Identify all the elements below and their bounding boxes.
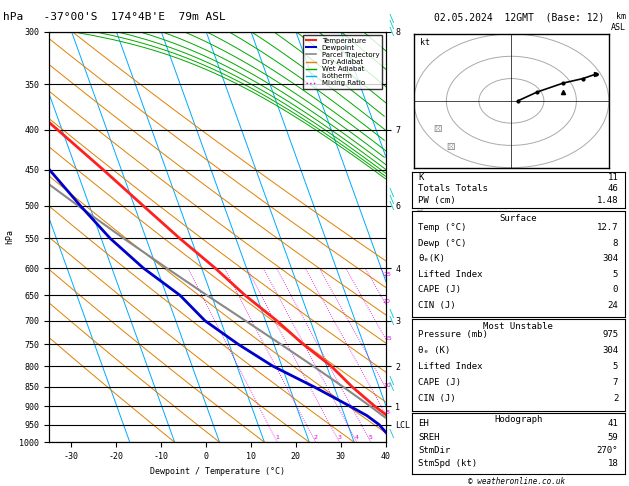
Text: θₑ(K): θₑ(K)	[418, 254, 445, 263]
Text: 1.48: 1.48	[597, 196, 618, 205]
Text: \: \	[389, 194, 395, 205]
Text: SREH: SREH	[418, 433, 440, 442]
Text: 2: 2	[314, 435, 318, 440]
Text: Most Unstable: Most Unstable	[483, 322, 554, 331]
Text: K: K	[418, 173, 424, 182]
Text: Surface: Surface	[499, 214, 537, 223]
Text: PW (cm): PW (cm)	[418, 196, 456, 205]
Text: Lifted Index: Lifted Index	[418, 362, 483, 371]
Text: \: \	[389, 429, 395, 439]
Text: \: \	[389, 201, 395, 211]
Text: 5: 5	[613, 270, 618, 278]
Text: CAPE (J): CAPE (J)	[418, 378, 462, 387]
Text: 0: 0	[613, 285, 618, 294]
Y-axis label: Mixing Ratio (g/kg): Mixing Ratio (g/kg)	[416, 190, 425, 284]
Text: \: \	[389, 14, 395, 24]
Text: 25: 25	[383, 272, 391, 278]
Text: 11: 11	[608, 173, 618, 182]
Text: ⚄: ⚄	[433, 124, 442, 134]
Text: 2: 2	[613, 394, 618, 403]
Text: 20: 20	[383, 299, 391, 304]
Text: StmDir: StmDir	[418, 446, 450, 455]
Text: 12.7: 12.7	[597, 223, 618, 232]
Text: 3: 3	[337, 435, 342, 440]
Text: Lifted Index: Lifted Index	[418, 270, 483, 278]
Text: 8: 8	[386, 410, 389, 415]
Text: 15: 15	[384, 336, 392, 341]
Text: 304: 304	[602, 346, 618, 355]
Text: 5: 5	[613, 362, 618, 371]
Text: 8: 8	[613, 239, 618, 247]
Text: CIN (J): CIN (J)	[418, 394, 456, 403]
Text: CAPE (J): CAPE (J)	[418, 285, 462, 294]
Text: StmSpd (kt): StmSpd (kt)	[418, 459, 477, 469]
Text: Totals Totals: Totals Totals	[418, 184, 488, 193]
Text: \: \	[389, 188, 395, 198]
Text: θₑ (K): θₑ (K)	[418, 346, 450, 355]
Text: 304: 304	[602, 254, 618, 263]
Text: km
ASL: km ASL	[611, 12, 626, 32]
Text: 4: 4	[355, 435, 359, 440]
Text: Pressure (mb): Pressure (mb)	[418, 330, 488, 339]
Text: \: \	[389, 315, 395, 326]
Text: 270°: 270°	[597, 446, 618, 455]
Text: Temp (°C): Temp (°C)	[418, 223, 467, 232]
Text: 7: 7	[613, 378, 618, 387]
Text: CIN (J): CIN (J)	[418, 301, 456, 310]
Text: 975: 975	[602, 330, 618, 339]
Text: \: \	[389, 382, 395, 392]
Text: 46: 46	[608, 184, 618, 193]
Text: \: \	[389, 309, 395, 319]
Text: hPa   -37°00'S  174°4B'E  79m ASL: hPa -37°00'S 174°4B'E 79m ASL	[3, 12, 226, 22]
Text: 5: 5	[369, 435, 373, 440]
Text: \: \	[389, 27, 395, 36]
Text: 24: 24	[608, 301, 618, 310]
Text: kt: kt	[420, 38, 430, 47]
Text: ⚄: ⚄	[447, 142, 455, 152]
Text: 02.05.2024  12GMT  (Base: 12): 02.05.2024 12GMT (Base: 12)	[434, 12, 604, 22]
Text: 41: 41	[608, 419, 618, 428]
Text: \: \	[389, 376, 395, 385]
Text: 59: 59	[608, 433, 618, 442]
X-axis label: Dewpoint / Temperature (°C): Dewpoint / Temperature (°C)	[150, 467, 285, 475]
Text: 1: 1	[276, 435, 279, 440]
Text: Hodograph: Hodograph	[494, 415, 542, 424]
Text: 10: 10	[383, 383, 391, 388]
Text: © weatheronline.co.uk: © weatheronline.co.uk	[469, 477, 565, 486]
Y-axis label: hPa: hPa	[5, 229, 14, 244]
Text: \: \	[389, 20, 395, 30]
Text: 18: 18	[608, 459, 618, 469]
Text: EH: EH	[418, 419, 429, 428]
Legend: Temperature, Dewpoint, Parcel Trajectory, Dry Adiabat, Wet Adiabat, Isotherm, Mi: Temperature, Dewpoint, Parcel Trajectory…	[303, 35, 382, 89]
Text: Dewp (°C): Dewp (°C)	[418, 239, 467, 247]
